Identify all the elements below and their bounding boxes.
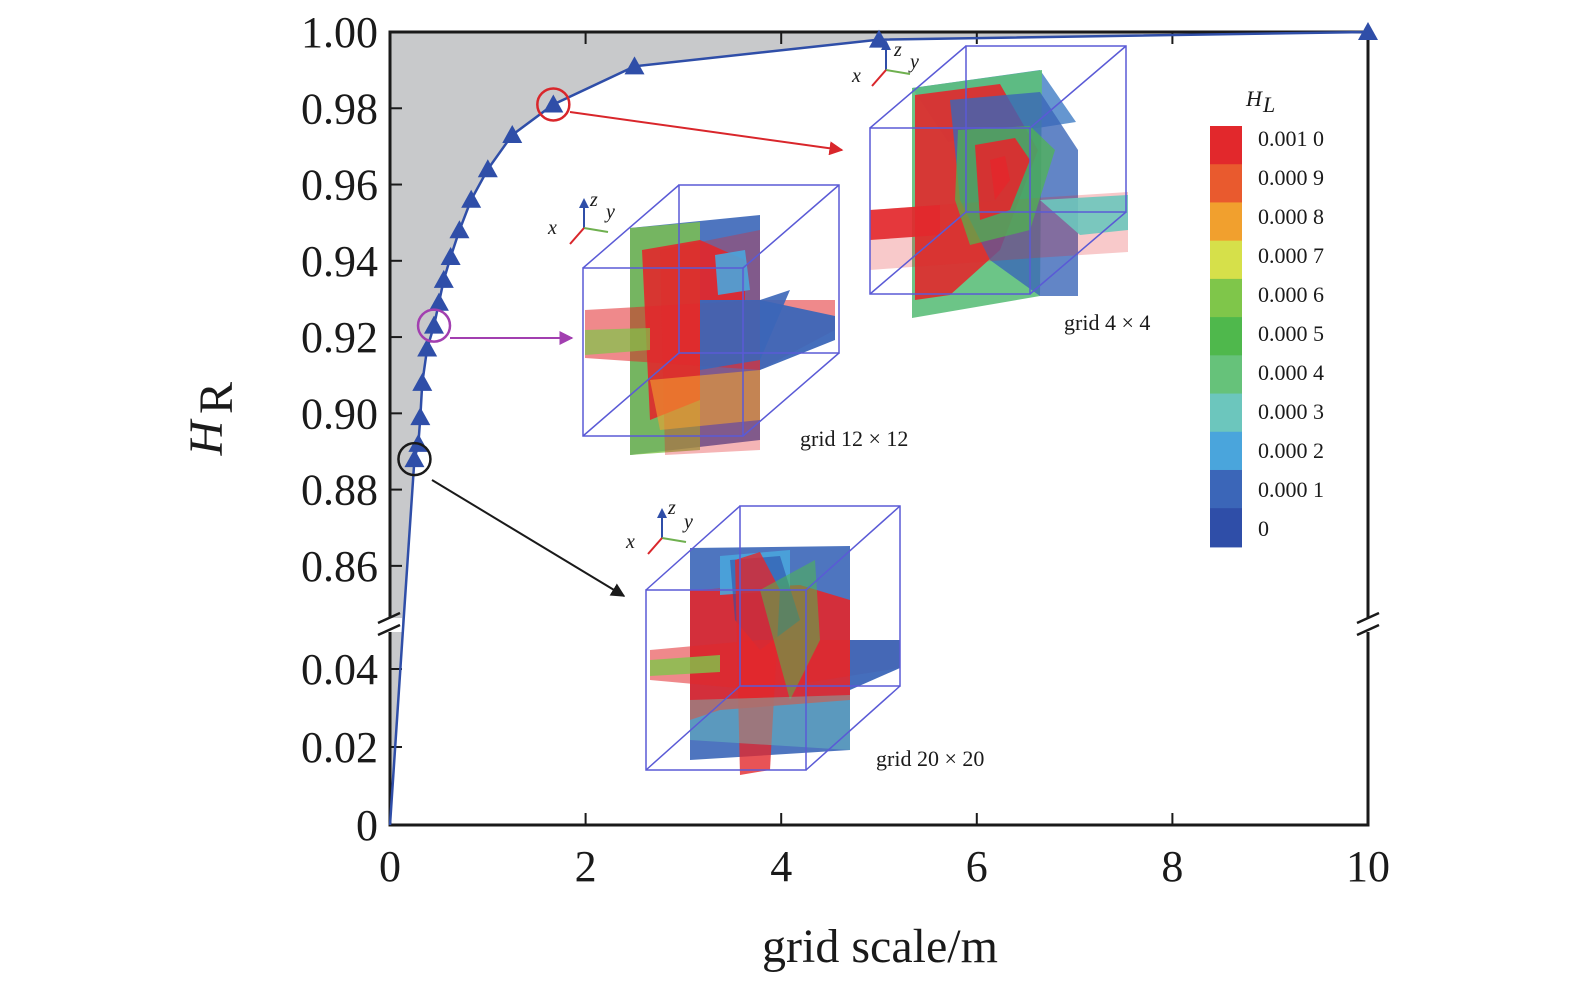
- colorbar-swatch: [1210, 469, 1242, 510]
- highlight-circles: [397, 87, 571, 477]
- x-axis-title: grid scale/m: [762, 920, 998, 973]
- colorbar: H L 0.001 00.000 90.000 80.000 70.000 60…: [1210, 86, 1324, 548]
- y-axis-title: H R: [180, 382, 243, 456]
- data-point: [1358, 22, 1378, 40]
- colorbar-label: 0.000 2: [1258, 438, 1324, 463]
- colorbar-title-main: H: [1245, 86, 1263, 111]
- data-point: [869, 29, 889, 48]
- axis-letter-z: z: [667, 497, 676, 519]
- axis-letter-y: y: [604, 201, 615, 223]
- axis-letter-x: x: [547, 217, 557, 239]
- colorbar-label: 0: [1258, 516, 1269, 541]
- data-point: [461, 189, 482, 208]
- axis-triad: z y x: [625, 497, 693, 555]
- data-point: [410, 407, 431, 426]
- colorbar-label: 0.000 6: [1258, 282, 1324, 307]
- colorbar-swatch: [1210, 317, 1242, 357]
- left-axis-break: [377, 611, 402, 637]
- colorbar-swatch: [1210, 126, 1242, 166]
- colorbar-swatch: [1210, 240, 1242, 280]
- y-axis-title-sub: R: [190, 382, 243, 414]
- y-tick-label: 0.86: [301, 542, 378, 591]
- y-axis-title-main: H: [180, 418, 233, 456]
- y-tick-label: 0.02: [301, 723, 378, 772]
- data-point: [502, 124, 523, 143]
- tick-labels: 0 2 4 6 8 10 1.00 0.98 0.96 0.94 0.92 0.90 0.88 0.86 0…: [301, 8, 1390, 891]
- data-point: [477, 159, 498, 178]
- data-point: [624, 56, 645, 75]
- colorbar-label: 0.000 8: [1258, 204, 1324, 229]
- y-tick-label: 0.04: [301, 645, 378, 694]
- data-point: [412, 372, 433, 391]
- colorbar-swatch: [1210, 393, 1242, 433]
- highlight-circle: [416, 308, 452, 343]
- data-point: [440, 246, 461, 265]
- right-axis-break: [1356, 611, 1380, 637]
- colorbar-swatch: [1210, 508, 1242, 548]
- colorbar-swatch: [1210, 278, 1242, 319]
- x-tick-label: 8: [1161, 842, 1183, 891]
- x-tick-label: 6: [966, 842, 988, 891]
- colorbar-label: 0.001 0: [1258, 126, 1324, 151]
- x-tick-label: 10: [1346, 842, 1390, 891]
- x-tick-label: 0: [379, 842, 401, 891]
- colorbar-label: 0.000 5: [1258, 321, 1324, 346]
- colorbar-swatch: [1210, 431, 1242, 471]
- axis-letter-x: x: [625, 531, 635, 553]
- y-tick-label: 1.00: [301, 8, 378, 57]
- arrow-to-grid-4: [569, 111, 844, 156]
- y-tick-label: 0.96: [301, 161, 378, 210]
- y-tick-label: 0.92: [301, 313, 378, 362]
- x-tick-label: 2: [575, 842, 597, 891]
- data-point: [543, 94, 564, 113]
- data-point: [424, 315, 445, 334]
- colorbar-swatch: [1210, 202, 1242, 242]
- inset-label-grid-12: grid 12 × 12: [800, 426, 908, 451]
- colorbar-title-sub: L: [1262, 92, 1275, 117]
- data-point: [417, 338, 438, 357]
- inset-label-grid-4: grid 4 × 4: [1064, 310, 1150, 335]
- data-point: [449, 220, 470, 239]
- axis-triad: z y x: [851, 39, 919, 87]
- colorbar-labels: 0.001 0 0.000 9 0.000 8 0.000 7 0.000 6 0.000…: [1258, 126, 1324, 541]
- axis-triad: z y x: [547, 189, 615, 245]
- axis-letter-y: y: [682, 511, 693, 533]
- series-markers: [404, 22, 1378, 468]
- y-tick-label: 0.98: [301, 84, 378, 133]
- inset-grid-12: z y x grid 12 × 12: [547, 184, 908, 455]
- colorbar-swatch: [1210, 164, 1242, 204]
- colorbar-label: 0.000 3: [1258, 399, 1324, 424]
- axis-letter-z: z: [893, 39, 902, 61]
- x-tick-label: 4: [770, 842, 792, 891]
- y-tick-label: 0.90: [301, 389, 378, 438]
- colorbar-label: 0.000 4: [1258, 360, 1324, 385]
- axis-letter-x: x: [851, 65, 861, 87]
- colorbar-label: 0.000 9: [1258, 165, 1324, 190]
- highlight-circle: [397, 441, 432, 477]
- shaded-region: [390, 32, 1368, 825]
- colorbar-swatches: [1210, 126, 1242, 548]
- inset-grid-20: z y x grid 20 × 20: [625, 497, 984, 775]
- colorbar-label: 0.000 7: [1258, 243, 1324, 268]
- colorbar-swatch: [1210, 355, 1242, 395]
- data-point: [433, 269, 454, 288]
- data-point: [404, 449, 425, 468]
- axis-letter-y: y: [908, 51, 919, 73]
- data-point: [428, 292, 449, 311]
- inset-grid-4: z y x grid 4 × 4: [851, 39, 1150, 335]
- colorbar-label: 0.000 1: [1258, 477, 1324, 502]
- inset-label-grid-20: grid 20 × 20: [876, 746, 984, 771]
- arrow-to-grid-20: [431, 479, 626, 597]
- highlight-circle: [536, 87, 571, 122]
- y-tick-label: 0.94: [301, 237, 378, 286]
- y-tick-label: 0.88: [301, 466, 378, 515]
- y-tick-label: 0: [356, 801, 378, 850]
- axis-letter-z: z: [589, 189, 598, 211]
